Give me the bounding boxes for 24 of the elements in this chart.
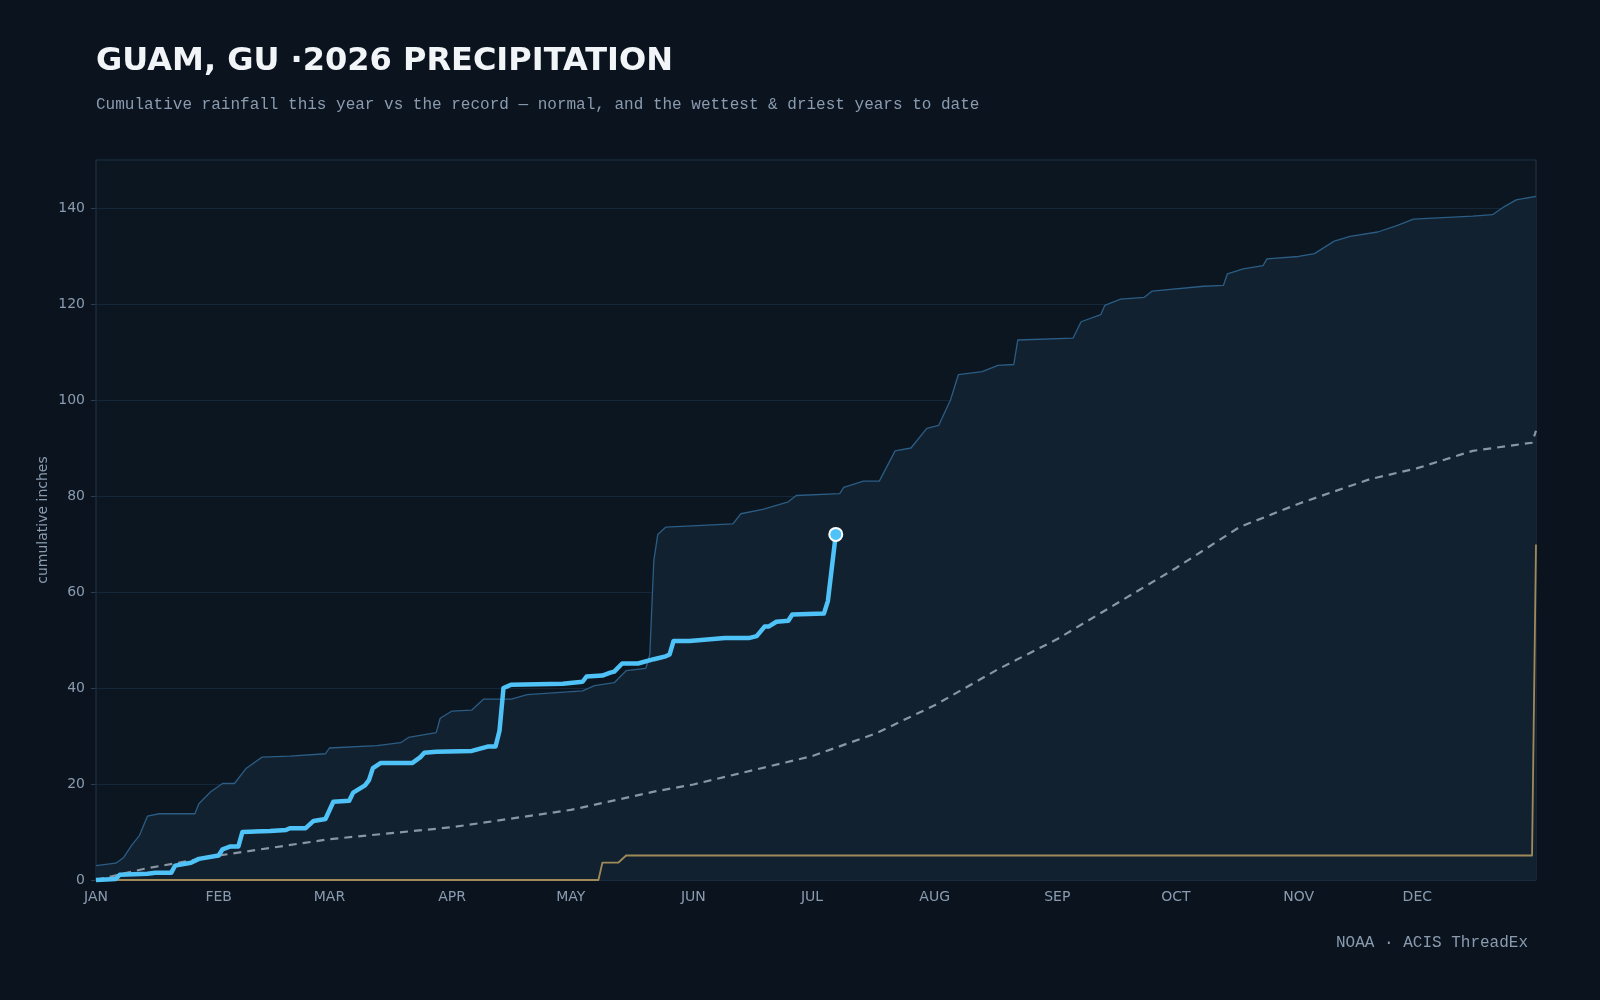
x-tick-label: JUL — [799, 888, 824, 905]
y-tick-label: 140 — [58, 198, 85, 215]
x-tick-label: MAR — [313, 888, 346, 905]
x-tick-label: AUG — [919, 888, 951, 905]
x-tick-label: SEP — [1044, 888, 1071, 905]
y-tick-label: 80 — [67, 486, 85, 503]
x-tick-label: NOV — [1283, 888, 1315, 905]
y-tick-label: 0 — [76, 870, 85, 887]
y-tick-label: 40 — [67, 678, 85, 695]
x-tick-label: JUN — [679, 888, 706, 905]
chart-title: GUAM, GU ·2026 PRECIPITATION — [96, 40, 673, 78]
chart-subtitle: Cumulative rainfall this year vs the record — normal, and the wettest & driest years to date — [96, 96, 980, 114]
y-tick-label: 60 — [67, 582, 85, 599]
y-axis-title: cumulative inches — [34, 456, 50, 584]
y-tick-label: 100 — [58, 390, 85, 407]
y-tick-label: 20 — [67, 774, 85, 791]
x-tick-label: DEC — [1402, 888, 1433, 905]
x-tick-label: FEB — [205, 888, 232, 905]
y-tick-label: 120 — [58, 294, 85, 311]
x-tick-label: APR — [438, 888, 467, 905]
x-tick-label: MAY — [556, 888, 586, 905]
x-tick-label: OCT — [1161, 888, 1192, 905]
x-tick-label: JAN — [83, 888, 108, 905]
text: NOAA · ACIS ThreadEx — [1335, 934, 1528, 952]
